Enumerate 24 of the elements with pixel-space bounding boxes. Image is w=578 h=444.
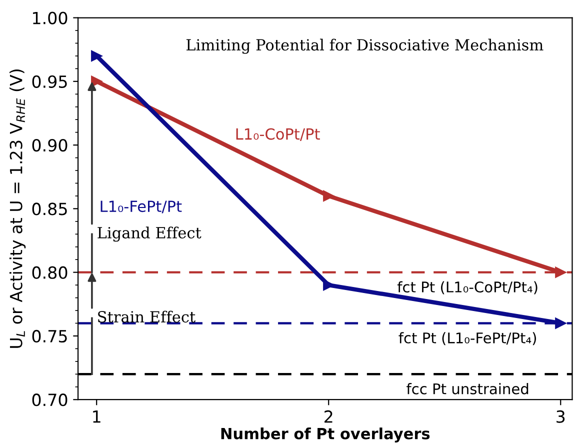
y-tick-label: 1.00	[33, 12, 68, 24]
y-tick-label: 0.80	[32, 266, 68, 279]
ref-line-label: fct Pt (L1₀-CoPt/Pt₄)	[397, 281, 538, 294]
text: Limiting Potential for Dissociative Mechanism	[186, 38, 544, 54]
ref-line-label: fcc Pt unstrained	[406, 383, 528, 394]
series-label: L1₀-CoPt/Pt	[236, 128, 320, 141]
y-tick-label: 0.90	[32, 139, 68, 152]
y-axis-title: U$_{L}$ or Activity at U = 1.23 V$_{RHE}$ (V)	[9, 70, 26, 348]
x-tick-label: 2	[324, 410, 332, 423]
x-tick-label: 3	[556, 410, 565, 423]
annotation: Strain Effect	[98, 310, 196, 323]
point	[555, 266, 566, 278]
x-axis-title: Number of Pt overlayers	[221, 428, 430, 442]
point	[323, 190, 334, 202]
text: L1₀-FePt/Pt	[100, 200, 182, 214]
point	[91, 50, 102, 62]
y-tick-label: 0.95	[32, 75, 67, 88]
ref-line-label: fct Pt (L1₀-FePt/Pt₄)	[398, 332, 536, 346]
y-tick-label: 0.70	[32, 394, 68, 406]
annotation: Ligand Effect	[98, 226, 202, 242]
point	[555, 318, 566, 329]
y-tick-label: 0.75	[32, 330, 67, 343]
y-tick-label: 0.85	[32, 202, 67, 216]
x-tick-label: 1	[93, 410, 100, 423]
